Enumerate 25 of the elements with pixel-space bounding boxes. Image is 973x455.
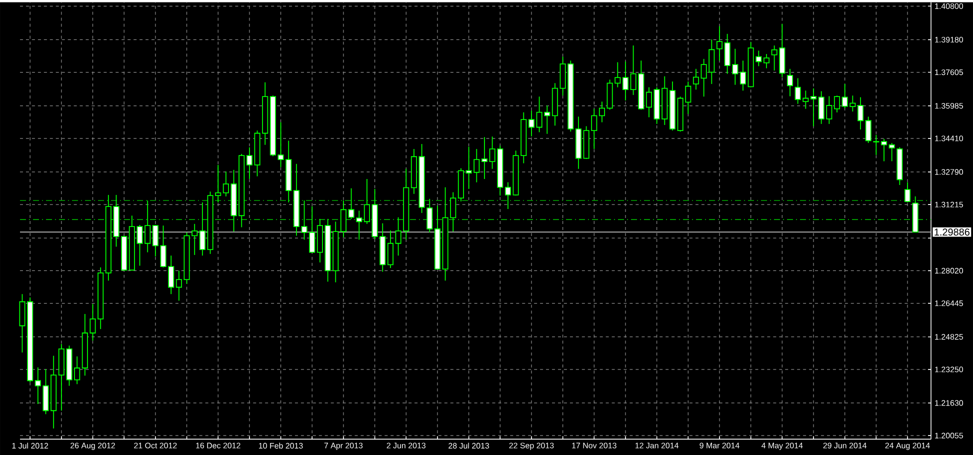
candlestick [857,96,864,130]
candlestick [692,68,700,90]
candlestick [834,95,840,113]
candlestick [598,101,605,123]
candlestick [387,230,394,268]
candlestick [364,178,370,224]
candlestick [763,53,770,69]
candlestick [528,110,534,137]
candlestick [904,182,911,203]
candlestick [504,182,511,210]
candlestick [865,116,872,144]
candlestick [622,61,629,101]
candlestick [880,138,888,162]
candlestick [356,210,362,240]
ref-line-label: 1.29886 [934,228,970,236]
candlestick [888,142,895,162]
candlestick [786,68,794,97]
candlestick [646,86,652,118]
candlestick [716,26,723,61]
candlestick [348,188,354,220]
candlestick [873,134,880,156]
candlestick [740,60,746,91]
candlestick [810,88,817,127]
candlestick [340,200,346,238]
candlestick [481,136,488,180]
